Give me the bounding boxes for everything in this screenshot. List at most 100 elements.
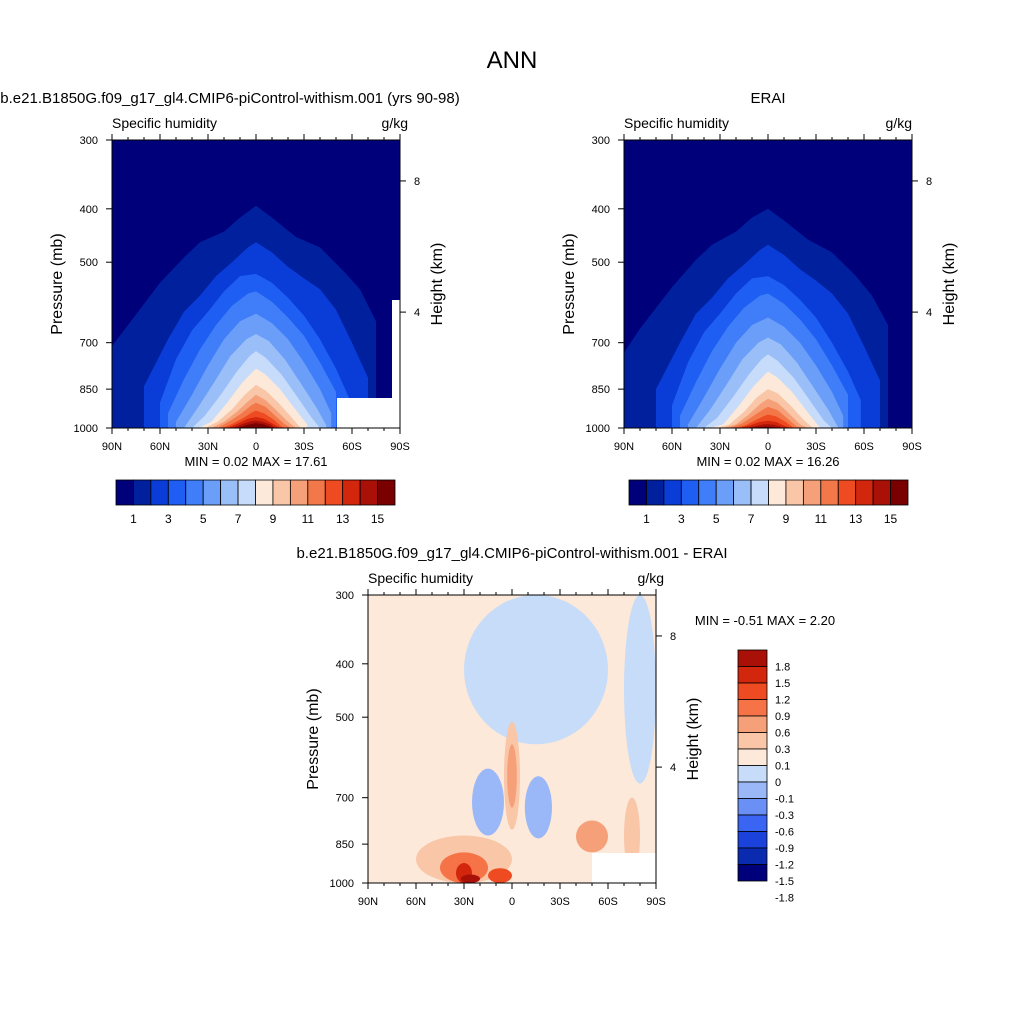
colorbar-swatch <box>802 479 822 506</box>
x-tick-label: 0 <box>509 896 515 908</box>
y-tick-label: 700 <box>80 338 98 350</box>
y-tick-label: 400 <box>336 659 354 671</box>
axes-diff: 90N 60N 30N 0 30S 60S 90S 300 400 500 700 850 1000 8 4 <box>330 589 676 908</box>
x-tick-label: 90S <box>902 441 922 453</box>
colorbar-swatch <box>255 479 274 506</box>
colorbar-label: 0.6 <box>775 728 790 740</box>
colorbar-label: -0.3 <box>775 810 794 822</box>
positive-anomaly-0p9 <box>488 868 512 883</box>
negative-anomaly-m0p3 <box>524 776 553 839</box>
colorbar-swatch <box>737 666 768 684</box>
y-tick-label: 300 <box>592 135 610 147</box>
y-tick-label: 1000 <box>586 423 610 435</box>
colorbar-label: -0.1 <box>775 794 794 806</box>
colorbar-swatch <box>698 479 717 506</box>
y-axis-title-pressure: Pressure (mb) <box>49 233 66 334</box>
colorbar-swatch <box>733 479 752 506</box>
colorbar-label: 1.8 <box>775 662 790 674</box>
colorbar-label: 0 <box>775 777 781 789</box>
colorbar-label: -1.5 <box>775 876 794 888</box>
colorbar-swatch <box>167 479 187 506</box>
y-tick-label: 1000 <box>330 878 354 890</box>
colorbar-label: -1.2 <box>775 860 794 872</box>
colorbar-swatch <box>837 479 857 506</box>
contours-obs <box>624 140 912 428</box>
y-tick-label: 300 <box>80 135 98 147</box>
stats-model: MIN = 0.02 MAX = 17.61 <box>184 454 327 469</box>
y-tick-label: 850 <box>592 384 610 396</box>
panel-model-header: b.e21.B1850G.f09_g17_gl4.CMIP6-piControl… <box>0 90 459 107</box>
colorbar-swatch <box>737 748 768 766</box>
panel-obs-variable-label: Specific humidity <box>624 115 729 131</box>
y2-tick-label: 4 <box>926 307 932 319</box>
colorbar-swatch <box>680 479 700 506</box>
colorbar-label: 15 <box>371 512 385 526</box>
colorbar-label: 13 <box>849 512 863 526</box>
missing-data-patch <box>592 853 656 883</box>
y2-tick-label: 4 <box>414 307 420 319</box>
x-tick-label: 60N <box>150 441 170 453</box>
y-tick-label: 700 <box>592 338 610 350</box>
colorbar-swatch <box>737 699 768 717</box>
y-axis-title-height: Height (km) <box>429 243 446 326</box>
x-tick-label: 60S <box>342 441 362 453</box>
x-tick-label: 30N <box>710 441 730 453</box>
figure-title: ANN <box>487 47 538 74</box>
colorbar-swatch <box>359 479 378 506</box>
colorbar-label: 0.1 <box>775 761 790 773</box>
colorbar-swatch <box>855 479 874 506</box>
colorbar-swatch <box>220 479 239 506</box>
colorbar-swatch <box>342 479 361 506</box>
x-tick-label: 90N <box>358 896 378 908</box>
panel-diff-variable-label: Specific humidity <box>368 570 473 586</box>
panel-obs-units-label: g/kg <box>886 115 912 131</box>
colorbar-label: 15 <box>884 512 898 526</box>
panel-model: b.e21.B1850G.f09_g17_gl4.CMIP6-piControl… <box>0 90 459 526</box>
y-tick-label: 400 <box>80 204 98 216</box>
x-tick-label: 90N <box>614 441 634 453</box>
y2-tick-label: 8 <box>414 176 420 188</box>
y-tick-label: 700 <box>336 793 354 805</box>
colorbar-label: -1.8 <box>775 893 794 905</box>
stats-diff: MIN = -0.51 MAX = 2.20 <box>695 613 835 628</box>
colorbar-swatch <box>737 765 768 783</box>
colorbar-swatch <box>272 479 291 506</box>
colorbar-model: 1 3 5 7 9 11 13 15 <box>115 479 396 526</box>
y-axis-title-height: Height (km) <box>941 243 958 326</box>
colorbar-swatch <box>737 798 768 816</box>
colorbar-swatch <box>768 479 787 506</box>
contours-diff <box>416 595 656 883</box>
negative-anomaly-m0p1 <box>624 595 656 784</box>
colorbar-swatch <box>737 781 768 799</box>
colorbar-swatch <box>737 732 768 750</box>
colorbar-swatch <box>737 682 768 700</box>
positive-anomaly-1p8 <box>460 874 480 883</box>
x-tick-label: 60S <box>854 441 874 453</box>
colorbar-swatch <box>237 479 256 506</box>
colorbar-label: 1 <box>130 512 137 526</box>
contours-model <box>112 140 400 428</box>
y-tick-label: 850 <box>80 384 98 396</box>
x-tick-label: 0 <box>253 441 259 453</box>
colorbar-label: 13 <box>336 512 350 526</box>
colorbar-swatch <box>377 479 396 506</box>
colorbar-swatch <box>737 847 768 865</box>
y-tick-label: 1000 <box>74 423 98 435</box>
colorbar-swatch <box>150 479 169 506</box>
colorbar-label: -0.9 <box>775 843 794 855</box>
colorbar-label: 1.5 <box>775 678 790 690</box>
colorbar-label: 3 <box>678 512 685 526</box>
colorbar-label: 1 <box>643 512 650 526</box>
colorbar-swatch <box>890 479 909 506</box>
x-tick-label: 30S <box>550 896 570 908</box>
axes-model: 90N 60N 30N 0 30S 60S 90S 300 400 500 700 850 1000 8 4 <box>74 134 420 453</box>
missing-data-patch <box>392 300 400 398</box>
colorbar-swatch <box>737 831 768 849</box>
positive-anomaly-0p3 <box>576 820 608 853</box>
y2-tick-label: 8 <box>670 631 676 643</box>
y-tick-label: 850 <box>336 839 354 851</box>
colorbar-swatch <box>750 479 769 506</box>
colorbar-swatch <box>289 479 309 506</box>
y2-tick-label: 4 <box>670 762 676 774</box>
y-axis-title-height: Height (km) <box>685 698 702 781</box>
